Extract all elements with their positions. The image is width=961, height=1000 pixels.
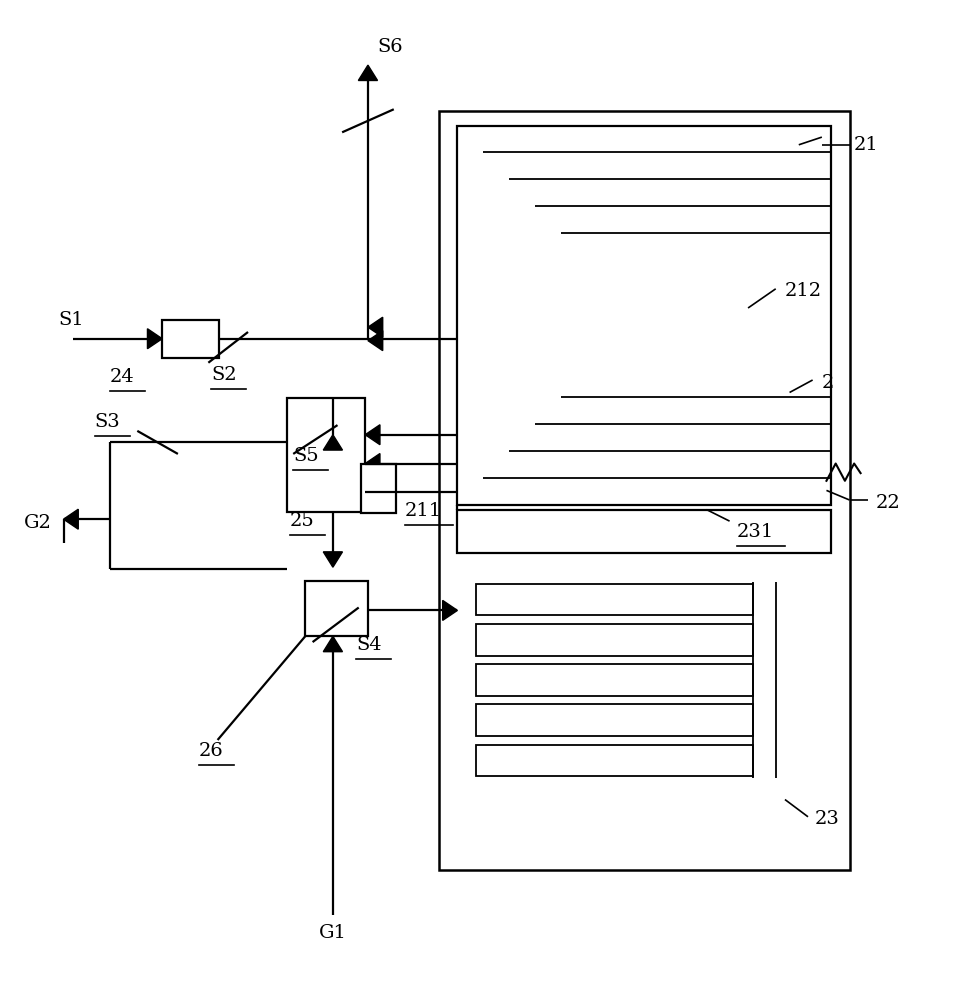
Text: 22: 22 xyxy=(875,494,900,512)
Polygon shape xyxy=(365,425,380,445)
Text: 2: 2 xyxy=(822,374,834,392)
Text: S1: S1 xyxy=(58,311,84,329)
Text: 26: 26 xyxy=(199,742,224,760)
Text: S6: S6 xyxy=(377,38,403,56)
Polygon shape xyxy=(365,454,380,474)
Text: S4: S4 xyxy=(356,636,382,654)
Polygon shape xyxy=(358,65,378,80)
Polygon shape xyxy=(368,317,382,337)
Polygon shape xyxy=(323,435,342,450)
Text: 21: 21 xyxy=(854,136,879,154)
Bar xyxy=(476,664,752,696)
Text: G2: G2 xyxy=(24,514,52,532)
Bar xyxy=(457,510,831,553)
Text: G1: G1 xyxy=(319,924,347,942)
Polygon shape xyxy=(365,482,380,502)
Polygon shape xyxy=(443,600,457,620)
Text: 23: 23 xyxy=(815,810,839,828)
Bar xyxy=(162,320,219,358)
Polygon shape xyxy=(368,331,382,351)
Bar xyxy=(457,126,831,505)
Bar xyxy=(476,584,752,615)
Polygon shape xyxy=(63,509,78,529)
Text: S2: S2 xyxy=(211,366,236,384)
Text: 211: 211 xyxy=(405,502,442,520)
Polygon shape xyxy=(323,552,342,567)
Text: 24: 24 xyxy=(110,368,135,386)
Text: 25: 25 xyxy=(289,512,314,530)
Bar xyxy=(476,745,752,776)
Text: S5: S5 xyxy=(293,447,319,465)
Bar xyxy=(476,624,752,656)
Text: S3: S3 xyxy=(95,413,121,431)
Text: 231: 231 xyxy=(737,523,775,541)
Bar xyxy=(306,581,368,636)
Polygon shape xyxy=(147,329,162,349)
Bar xyxy=(360,464,396,513)
Text: 212: 212 xyxy=(785,282,822,300)
Bar xyxy=(439,111,850,870)
Polygon shape xyxy=(323,636,342,652)
Bar xyxy=(476,704,752,736)
Bar xyxy=(286,398,365,512)
